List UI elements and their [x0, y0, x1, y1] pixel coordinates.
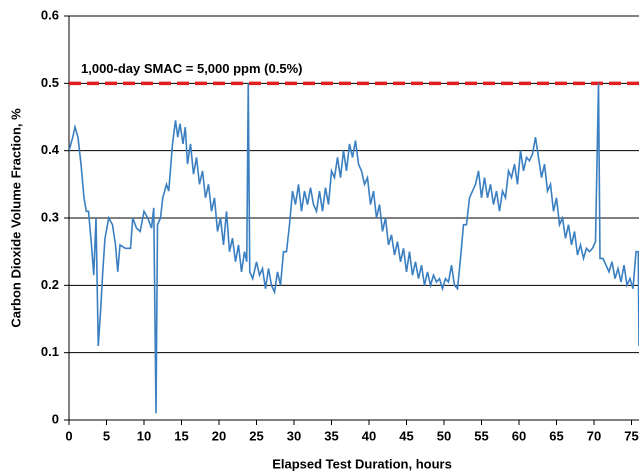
x-tick-label: 45	[399, 428, 413, 443]
y-tick-label: 0.2	[41, 277, 59, 292]
x-tick-label: 10	[137, 428, 151, 443]
x-tick-label: 70	[587, 428, 601, 443]
y-tick-label: 0.5	[41, 75, 59, 90]
x-tick-label: 75	[624, 428, 638, 443]
x-tick-label: 25	[249, 428, 263, 443]
data-line	[69, 83, 639, 414]
y-tick-label: 0.1	[41, 344, 59, 359]
x-tick-label: 55	[474, 428, 488, 443]
x-tick-label: 50	[437, 428, 451, 443]
x-tick-label: 35	[324, 428, 338, 443]
y-tick-label: 0.4	[41, 142, 60, 157]
x-tick-label: 0	[65, 428, 72, 443]
x-tick-label: 20	[212, 428, 226, 443]
x-tick-label: 5	[103, 428, 110, 443]
y-axis-label: Carbon Dioxide Volume Fraction, %	[8, 108, 23, 328]
x-axis-label: Elapsed Test Duration, hours	[272, 456, 452, 471]
x-tick-label: 60	[512, 428, 526, 443]
x-tick-label: 65	[549, 428, 563, 443]
x-tick-label: 15	[174, 428, 188, 443]
y-tick-label: 0.6	[41, 7, 59, 22]
x-tick-label: 30	[287, 428, 301, 443]
y-tick-label: 0.3	[41, 209, 59, 224]
y-tick-label: 0	[52, 411, 59, 426]
reference-label: 1,000-day SMAC = 5,000 ppm (0.5%)	[81, 61, 302, 76]
x-tick-label: 40	[362, 428, 376, 443]
